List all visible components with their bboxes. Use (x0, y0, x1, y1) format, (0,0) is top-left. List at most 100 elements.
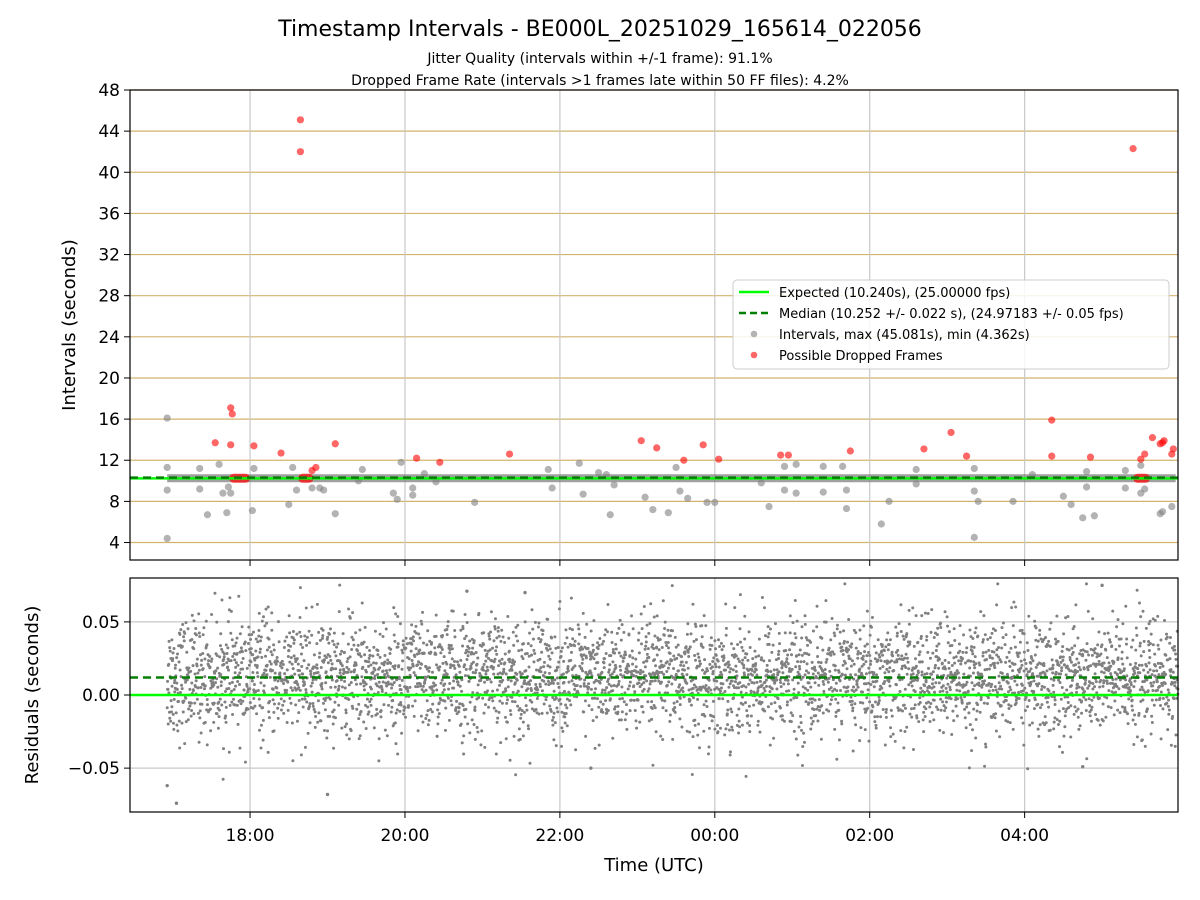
residual-point (441, 633, 445, 637)
residual-point (1049, 621, 1053, 625)
residual-point (1102, 671, 1106, 675)
residual-point (784, 649, 788, 653)
residual-point (471, 671, 475, 675)
residual-point (409, 649, 413, 653)
residual-point (730, 725, 734, 729)
residual-point (758, 679, 762, 683)
residual-point (987, 667, 991, 671)
residual-point (1145, 707, 1149, 711)
residual-point (209, 729, 213, 733)
residual-point (930, 711, 934, 715)
residual-point (1172, 644, 1176, 648)
residual-point (457, 710, 461, 714)
residual-point (768, 743, 772, 747)
residual-point (295, 657, 299, 661)
residual-point (343, 679, 347, 683)
residual-point (1149, 632, 1153, 636)
residual-point (520, 672, 524, 676)
residual-point (429, 650, 433, 654)
residual-point (442, 688, 446, 692)
residual-point (306, 731, 310, 735)
residual-point (526, 687, 530, 691)
residual-point (644, 674, 648, 678)
residual-point (216, 685, 220, 689)
residual-point (425, 713, 429, 717)
residual-point (996, 701, 1000, 705)
residual-point (593, 667, 597, 671)
residual-point (977, 681, 981, 685)
residual-point (1157, 647, 1161, 651)
residual-point (246, 707, 250, 711)
residual-point (923, 690, 927, 694)
residual-point (964, 691, 968, 695)
residual-point (266, 750, 270, 754)
residual-point (344, 708, 348, 712)
residual-point (978, 663, 982, 667)
residual-point (467, 646, 471, 650)
residual-point (1098, 685, 1102, 689)
residual-point (377, 759, 381, 763)
residual-point (1100, 664, 1104, 668)
residual-point (1149, 732, 1153, 736)
residual-point (997, 681, 1001, 685)
residual-point (798, 648, 802, 652)
residual-point (448, 651, 452, 655)
residual-point (488, 648, 492, 652)
residual-point (171, 721, 175, 725)
residual-point (172, 681, 176, 685)
residual-point (746, 714, 750, 718)
residual-point (437, 701, 441, 705)
residual-point (704, 684, 708, 688)
residual-point (637, 681, 641, 685)
residual-point (419, 684, 423, 688)
residual-point (261, 706, 265, 710)
residual-point (299, 753, 303, 757)
residual-point (803, 740, 807, 744)
residual-point (1067, 706, 1071, 710)
residual-point (834, 710, 838, 714)
residual-point (314, 715, 318, 719)
residual-point (1153, 652, 1157, 656)
residual-point (397, 664, 401, 668)
residual-point (475, 662, 479, 666)
residual-point (514, 773, 518, 777)
residual-point (316, 670, 320, 674)
residual-point (554, 646, 558, 650)
residual-point (209, 679, 213, 683)
residual-point (802, 660, 806, 664)
residual-point (531, 627, 535, 631)
residual-point (496, 626, 500, 630)
residual-point (276, 706, 280, 710)
residual-point (1069, 735, 1073, 739)
residual-point (975, 709, 979, 713)
residual-point (518, 706, 522, 710)
residual-point (772, 668, 776, 672)
residual-point (236, 722, 240, 726)
residual-point (1161, 707, 1165, 711)
residual-point (648, 621, 652, 625)
residual-point (342, 650, 346, 654)
residual-point (946, 641, 950, 645)
residual-point (417, 632, 421, 636)
residual-point (1095, 655, 1099, 659)
residual-point (177, 660, 181, 664)
residual-point (1134, 661, 1138, 665)
residual-point (917, 720, 921, 724)
residual-point (967, 711, 971, 715)
residual-point (746, 673, 750, 677)
interval-point (885, 497, 893, 505)
residual-point (981, 638, 985, 642)
residual-point (383, 654, 387, 658)
residual-point (449, 643, 453, 647)
residual-point (395, 678, 399, 682)
legend-intervals-swatch (750, 330, 758, 338)
residual-point (429, 707, 433, 711)
residual-point (1047, 639, 1051, 643)
residual-point (610, 640, 614, 644)
residual-point (854, 723, 858, 727)
residual-point (642, 605, 646, 609)
residual-point (278, 664, 282, 668)
residual-point (204, 619, 208, 623)
residual-point (192, 647, 196, 651)
residual-point (281, 703, 285, 707)
